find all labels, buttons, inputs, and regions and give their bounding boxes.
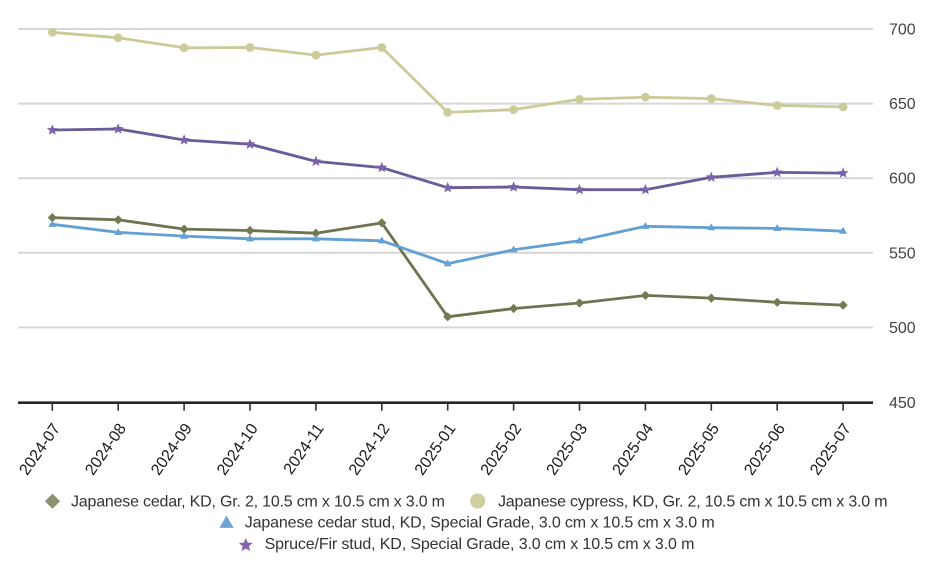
svg-text:Spruce/Fir stud, KD, Special G: Spruce/Fir stud, KD, Special Grade, 3.0 … xyxy=(265,536,695,553)
svg-text:550: 550 xyxy=(889,245,916,262)
svg-text:700: 700 xyxy=(889,22,916,39)
svg-text:Japanese cedar stud, KD, Speci: Japanese cedar stud, KD, Special Grade, … xyxy=(245,514,715,531)
svg-text:600: 600 xyxy=(889,171,916,188)
svg-text:Japanese cedar, KD, Gr. 2, 10.: Japanese cedar, KD, Gr. 2, 10.5 cm x 10.… xyxy=(71,494,445,511)
svg-text:650: 650 xyxy=(889,96,916,113)
svg-text:450: 450 xyxy=(889,395,916,412)
svg-text:Japanese cypress, KD, Gr. 2, 1: Japanese cypress, KD, Gr. 2, 10.5 cm x 1… xyxy=(498,494,887,511)
svg-text:500: 500 xyxy=(889,320,916,337)
